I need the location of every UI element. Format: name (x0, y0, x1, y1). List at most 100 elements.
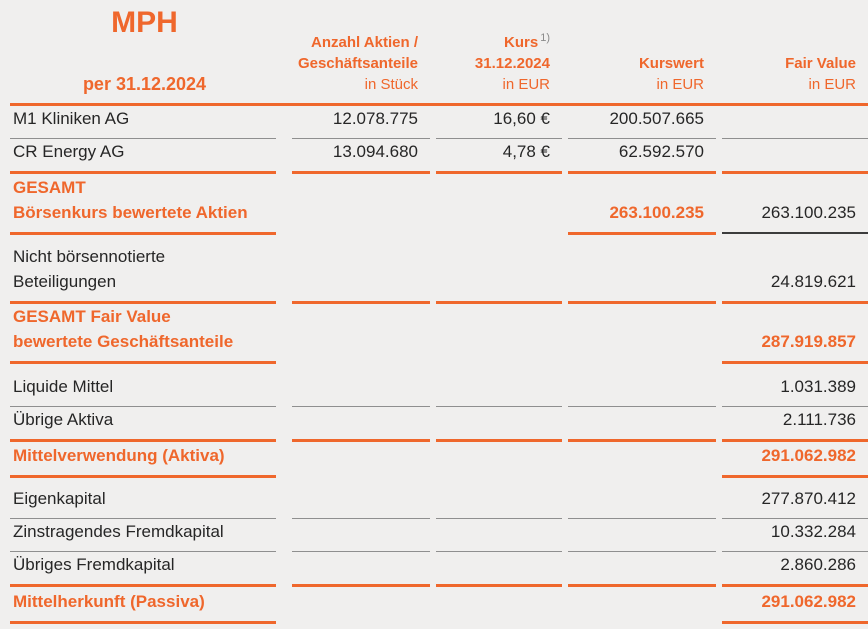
row-label: M1 Kliniken AG (10, 104, 276, 139)
label-line-1: CR Energy AG (13, 141, 125, 161)
table-header-row: MPH per 31.12.2024 Anzahl Aktien / Gesch… (10, 0, 868, 106)
cell-kurswert (568, 440, 716, 476)
cell-kurs (436, 476, 562, 519)
cell-anzahl: 12.078.775 (292, 104, 430, 139)
cell-kurs: 4,78 € (436, 138, 562, 174)
row-label: Mittelverwendung (Aktiva) (10, 440, 276, 478)
cell-anzahl (292, 476, 430, 519)
col-header-fair-value: Fair Value in EUR (722, 0, 868, 106)
col-header-kurswert-unit: in EUR (656, 75, 704, 93)
col-header-kurswert-title: Kurswert (638, 54, 704, 72)
cell-anzahl (292, 362, 430, 407)
fair-value-table: MPH per 31.12.2024 Anzahl Aktien / Gesch… (10, 0, 868, 624)
row-label: Übriges Fremdkapital (10, 551, 276, 587)
cell-kurs: 16,60 € (436, 104, 562, 139)
label-line-1: Mittelherkunft (Passiva) (13, 591, 205, 611)
cell-kurswert (568, 302, 716, 362)
page-title: MPH (111, 5, 178, 39)
row-label: Liquide Mittel (10, 362, 276, 407)
cell-anzahl (292, 302, 430, 362)
col-header-kurs-line1: Kurs (504, 33, 539, 51)
cell-kurswert (568, 362, 716, 407)
label-line-1: Übriges Fremdkapital (13, 554, 175, 574)
label-line-1: Mittelverwendung (Aktiva) (13, 445, 225, 465)
footnote-marker: 1) (540, 31, 550, 44)
col-header-anzahl-line1: Anzahl Aktien / (311, 33, 418, 51)
cell-anzahl (292, 172, 430, 233)
cell-kurs (436, 302, 562, 362)
col-header-kurswert: Kurswert in EUR (568, 0, 716, 106)
cell-kurswert (568, 406, 716, 442)
cell-kurs (436, 406, 562, 442)
cell-kurswert (568, 585, 716, 622)
row-label: Übrige Aktiva (10, 406, 276, 442)
cell-kurswert (568, 518, 716, 552)
table-row-uebrige-aktiva: Übrige Aktiva 2.111.736 (10, 406, 868, 442)
cell-kurs (436, 233, 562, 304)
cell-fair-value: 291.062.982 (722, 585, 868, 624)
row-label: Zinstragendes Fremdkapital (10, 518, 276, 552)
row-label: Mittelherkunft (Passiva) (10, 585, 276, 624)
cell-kurs (436, 585, 562, 622)
cell-kurs (436, 518, 562, 552)
cell-kurs (436, 362, 562, 407)
col-header-fair-value-unit: in EUR (808, 75, 856, 93)
cell-fair-value: 263.100.235 (722, 172, 868, 234)
cell-kurswert (568, 551, 716, 587)
label-line-1: Zinstragendes Fremdkapital (13, 521, 224, 541)
cell-anzahl (292, 551, 430, 587)
cell-anzahl (292, 585, 430, 622)
cell-fair-value (722, 104, 868, 139)
label-line-1: Eigenkapital (13, 488, 106, 508)
table-row-total-fair-value: GESAMT Fair Value bewertete Geschäftsant… (10, 302, 868, 364)
table-row-cr-energy: CR Energy AG 13.094.680 4,78 € 62.592.57… (10, 138, 868, 174)
cell-kurswert: 62.592.570 (568, 138, 716, 174)
cell-fair-value: 287.919.857 (722, 302, 868, 364)
label-line-1: M1 Kliniken AG (13, 108, 130, 128)
cell-fair-value: 10.332.284 (722, 518, 868, 552)
cell-anzahl: 13.094.680 (292, 138, 430, 174)
label-line-2: Beteiligungen (13, 271, 117, 291)
col-header-fair-value-title: Fair Value (785, 54, 856, 72)
cell-fair-value: 2.860.286 (722, 551, 868, 587)
cell-anzahl (292, 518, 430, 552)
col-header-kurs-line2: 31.12.2024 (474, 54, 550, 72)
label-line-1: GESAMT (13, 177, 86, 197)
title-cell: MPH per 31.12.2024 (10, 0, 276, 106)
table-row-m1-kliniken: M1 Kliniken AG 12.078.775 16,60 € 200.50… (10, 104, 868, 139)
table-row-zinstragendes-fremdkapital: Zinstragendes Fremdkapital 10.332.284 (10, 518, 868, 552)
label-line-1: Nicht börsennotierte (13, 246, 166, 266)
cell-fair-value (722, 138, 868, 174)
cell-anzahl (292, 233, 430, 304)
col-header-anzahl: Anzahl Aktien / Geschäftsanteile in Stüc… (292, 0, 430, 106)
col-header-anzahl-line2: Geschäftsanteile (297, 54, 418, 72)
cell-fair-value: 1.031.389 (722, 362, 868, 407)
table-row-nicht-boersennotierte: Nicht börsennotierte Beteiligungen 24.81… (10, 233, 868, 304)
cell-kurswert (568, 233, 716, 304)
label-line-2: bewertete Geschäftsanteile (13, 331, 234, 351)
cell-fair-value: 291.062.982 (722, 440, 868, 478)
table-row-eigenkapital: Eigenkapital 277.870.412 (10, 476, 868, 519)
cell-kurswert: 263.100.235 (568, 172, 716, 235)
col-header-kurs: Kurs 1) 31.12.2024 in EUR (436, 0, 562, 106)
cell-kurs (436, 172, 562, 233)
label-line-1: Übrige Aktiva (13, 409, 114, 429)
cell-anzahl (292, 406, 430, 442)
col-header-anzahl-unit: in Stück (364, 75, 418, 93)
as-of-date: per 31.12.2024 (82, 73, 207, 94)
cell-anzahl (292, 440, 430, 476)
cell-kurs (436, 440, 562, 476)
table-row-mittelverwendung: Mittelverwendung (Aktiva) 291.062.982 (10, 440, 868, 478)
col-header-kurs-unit: in EUR (502, 75, 550, 93)
cell-fair-value: 24.819.621 (722, 233, 868, 304)
label-line-1: Liquide Mittel (13, 376, 114, 396)
row-label: GESAMT Börsenkurs bewertete Aktien (10, 172, 276, 235)
label-line-2: Börsenkurs bewertete Aktien (13, 202, 248, 222)
table-row-total-boersenkurs: GESAMT Börsenkurs bewertete Aktien 263.1… (10, 172, 868, 235)
cell-kurswert: 200.507.665 (568, 104, 716, 139)
row-label: CR Energy AG (10, 138, 276, 174)
cell-fair-value: 277.870.412 (722, 476, 868, 519)
cell-kurs (436, 551, 562, 587)
row-label: Nicht börsennotierte Beteiligungen (10, 233, 276, 304)
label-line-1: GESAMT Fair Value (13, 306, 171, 326)
